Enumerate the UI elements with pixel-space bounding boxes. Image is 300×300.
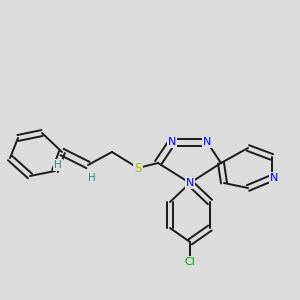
Text: N: N <box>270 173 278 183</box>
Text: N: N <box>168 137 176 147</box>
Text: S: S <box>134 161 142 175</box>
Text: H: H <box>88 173 96 183</box>
Text: H: H <box>54 160 62 170</box>
Text: N: N <box>186 178 194 188</box>
Text: N: N <box>203 137 211 147</box>
Text: Cl: Cl <box>184 257 195 267</box>
